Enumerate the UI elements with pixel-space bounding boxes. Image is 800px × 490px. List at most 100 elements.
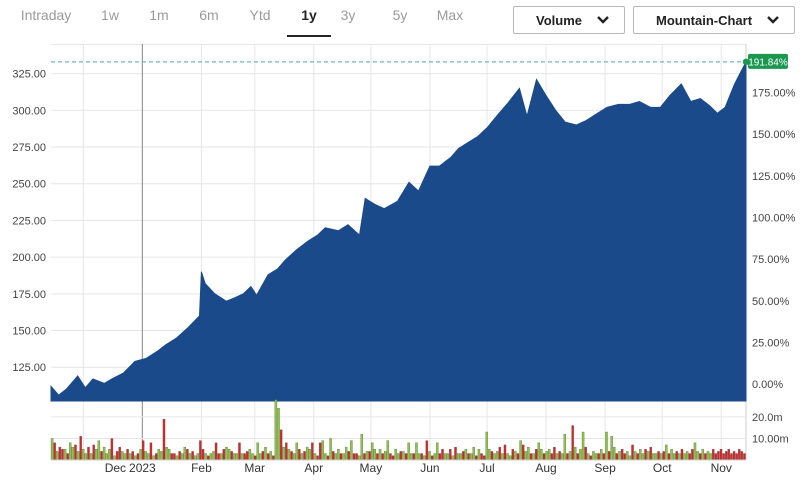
- volume-bar: [373, 449, 377, 461]
- volume-bar: [404, 453, 408, 461]
- volume-bar: [186, 449, 189, 461]
- volume-bar: [519, 440, 522, 461]
- volume-bar: [84, 453, 88, 461]
- volume-bar: [173, 453, 176, 461]
- chart-area: 125.00 150.00 175.00 200.00 225.00 250.00 275.…: [0, 43, 800, 485]
- volume-bar: [183, 446, 186, 461]
- chart-type-dropdown-label: Mountain-Chart: [656, 13, 753, 28]
- price-tick-label: 150.00: [12, 326, 46, 338]
- volume-bar: [717, 451, 720, 461]
- volume-bar: [662, 451, 665, 461]
- volume-bar: [566, 453, 569, 461]
- percent-tick-label: 25.00%: [752, 337, 790, 349]
- volume-bar: [384, 451, 387, 461]
- volume-bar: [318, 442, 322, 461]
- volume-bar: [66, 453, 69, 461]
- volume-bar: [722, 453, 725, 461]
- percent-tick-label: 175.00%: [752, 88, 796, 100]
- chevron-down-icon: [767, 16, 779, 24]
- volume-bar: [58, 446, 62, 461]
- price-volume-chart[interactable]: 125.00 150.00 175.00 200.00 225.00 250.00 275.…: [0, 43, 800, 485]
- volume-bar: [131, 451, 134, 461]
- volume-bar: [441, 449, 444, 461]
- x-tick-label: May: [360, 461, 383, 475]
- volume-bar: [334, 453, 337, 461]
- volume-bar: [425, 440, 429, 461]
- volume-bar: [680, 449, 684, 461]
- volume-bar: [313, 453, 317, 461]
- volume-bar: [126, 449, 129, 461]
- chart-type-dropdown[interactable]: Mountain-Chart: [633, 6, 795, 34]
- volume-bar: [201, 449, 205, 461]
- volume-bar: [259, 453, 262, 461]
- volume-bar: [118, 446, 121, 461]
- tab-1w[interactable]: 1w: [101, 7, 119, 23]
- volume-bar: [597, 453, 600, 461]
- volume-bar: [363, 453, 366, 461]
- volume-bar: [508, 455, 512, 461]
- tab-5y[interactable]: 5y: [392, 7, 408, 23]
- volume-bar: [467, 453, 470, 461]
- volume-bar: [514, 451, 517, 461]
- percent-change-badge: [748, 53, 788, 69]
- volume-bar: [264, 446, 267, 461]
- volume-bar: [141, 440, 145, 461]
- volume-bar: [464, 449, 468, 461]
- volume-bar: [397, 453, 400, 461]
- volume-bar: [545, 451, 548, 461]
- price-area: [50, 61, 747, 402]
- tab-3y[interactable]: 3y: [340, 7, 356, 23]
- volume-dropdown[interactable]: Volume: [513, 6, 625, 34]
- x-tick-label: Sep: [594, 461, 616, 475]
- tab-1m[interactable]: 1m: [149, 7, 169, 23]
- volume-bar: [165, 446, 168, 461]
- volume-bar: [230, 451, 233, 461]
- volume-bar: [537, 442, 541, 461]
- tab-ytd[interactable]: Ytd: [249, 7, 271, 23]
- volume-bar: [113, 455, 116, 461]
- tab-6m[interactable]: 6m: [199, 7, 219, 23]
- volume-bar: [344, 446, 348, 461]
- tab-intraday[interactable]: Intraday: [20, 7, 72, 23]
- volume-bar: [391, 455, 395, 461]
- x-tick-label: Jun: [420, 461, 439, 475]
- percent-tick-label: 150.00%: [752, 129, 796, 141]
- volume-bar: [272, 455, 275, 461]
- volume-bar: [246, 451, 249, 461]
- volume-bar: [462, 451, 465, 461]
- x-tick-label: Jul: [479, 461, 494, 475]
- volume-bar: [71, 446, 75, 461]
- volume-bar: [238, 442, 241, 461]
- volume-bar: [311, 442, 314, 461]
- volume-bar: [95, 449, 98, 461]
- volume-bar: [194, 455, 197, 461]
- volume-bar: [430, 455, 434, 461]
- volume-bar: [701, 449, 704, 461]
- volume-bar: [652, 453, 655, 461]
- volume-bar: [672, 453, 676, 461]
- volume-bar: [675, 451, 678, 461]
- volume-bar: [253, 455, 257, 461]
- tab-max[interactable]: Max: [436, 7, 464, 23]
- volume-bar: [553, 446, 556, 461]
- volume-bar: [670, 449, 673, 461]
- x-tick-label: Feb: [191, 461, 212, 475]
- volume-tick-label: 10.00m: [752, 433, 789, 445]
- volume-bar: [207, 455, 210, 461]
- volume-bar: [92, 444, 95, 461]
- volume-bar: [178, 451, 181, 461]
- volume-bar: [324, 453, 327, 461]
- volume-bar: [631, 444, 634, 461]
- volume-bar: [240, 453, 244, 461]
- volume-bar: [360, 434, 364, 461]
- volume-bar: [738, 449, 741, 461]
- volume-bar: [212, 451, 215, 461]
- volume-bar: [433, 453, 436, 461]
- volume-bar: [339, 453, 343, 461]
- tab-1y[interactable]: 1y: [287, 7, 331, 37]
- volume-bar: [581, 431, 585, 461]
- volume-bar: [699, 453, 702, 461]
- volume-bar: [529, 453, 533, 461]
- volume-bar: [123, 453, 127, 461]
- volume-bar: [285, 442, 288, 461]
